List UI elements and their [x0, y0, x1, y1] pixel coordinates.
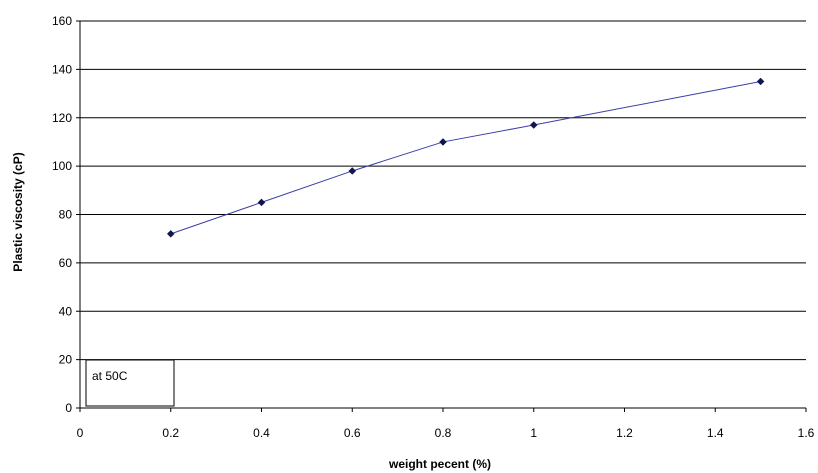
x-tick-labels: 0 0.2 0.4 0.6 0.8 1 1.2 1.4 1.6 [77, 408, 815, 440]
data-point [166, 229, 175, 238]
data-point [756, 77, 765, 86]
x-tick-label: 0.2 [162, 426, 179, 440]
y-tick-label: 80 [59, 208, 73, 222]
x-tick-label: 0.8 [435, 426, 452, 440]
x-axis-title: weight pecent (%) [388, 457, 491, 471]
series-line [170, 80, 761, 235]
y-axis-title: Plastic viscosity (cP) [11, 152, 25, 271]
annotation-box: at 50C [85, 359, 175, 407]
data-point [257, 198, 266, 207]
y-tick-label: 60 [59, 256, 73, 270]
y-tick-label: 120 [52, 111, 72, 125]
x-tick-label: 1.4 [707, 426, 724, 440]
gridlines [80, 20, 806, 409]
y-tick-labels: 0 20 40 60 80 100 120 140 160 [52, 14, 80, 415]
x-tick-label: 1 [530, 426, 537, 440]
x-tick-label: 1.2 [616, 426, 633, 440]
y-tick-label: 20 [59, 353, 73, 367]
x-tick-label: 0.4 [253, 426, 270, 440]
x-tick-label: 1.6 [798, 426, 815, 440]
x-tick-label: 0.6 [344, 426, 361, 440]
y-tick-label: 100 [52, 159, 72, 173]
data-point [439, 138, 447, 146]
y-tick-label: 0 [65, 401, 72, 415]
y-tick-label: 160 [52, 14, 72, 28]
data-point [348, 167, 357, 175]
annotation-label: at 50C [92, 369, 128, 383]
data-point [529, 121, 538, 129]
series-plot [166, 77, 765, 238]
x-tick-label: 0 [77, 426, 84, 440]
y-tick-label: 40 [59, 304, 73, 318]
y-tick-label: 140 [52, 62, 72, 76]
